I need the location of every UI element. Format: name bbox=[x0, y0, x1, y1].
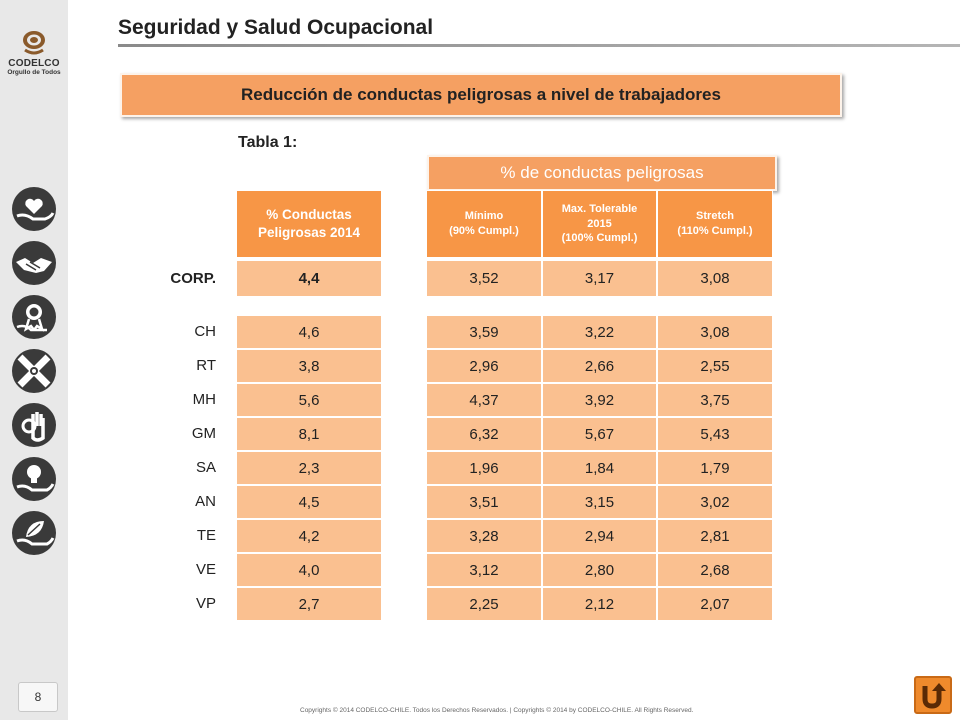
an-max-cell: 3,15 bbox=[542, 485, 657, 519]
crossed-hands-icon bbox=[12, 349, 56, 393]
table-label: Tabla 1: bbox=[238, 134, 298, 151]
header-max-line1: Max. Tolerable bbox=[561, 202, 638, 215]
gm-stretch-cell: 5,43 bbox=[657, 417, 773, 451]
header-stretch: Stretch (110% Cumpl.) bbox=[657, 190, 773, 258]
vp-stretch-cell: 2,07 bbox=[657, 587, 773, 621]
header-minimo: Mínimo (90% Cumpl.) bbox=[426, 190, 542, 258]
ve-stretch-cell: 2,68 bbox=[657, 553, 773, 587]
te-minimo-cell: 3,28 bbox=[426, 519, 542, 553]
return-arrow-icon bbox=[922, 683, 946, 709]
ve-minimo-cell: 3,12 bbox=[426, 553, 542, 587]
mh-minimo-cell: 4,37 bbox=[426, 383, 542, 417]
rt-minimo-cell: 2,96 bbox=[426, 349, 542, 383]
row-label-mh: MH bbox=[192, 391, 216, 408]
codelco-logo: CODELCO Orgullo de Todos bbox=[4, 30, 64, 76]
header-current-2014: % Conductas Peligrosas 2014 bbox=[236, 190, 382, 258]
corp-max-cell: 3,17 bbox=[542, 260, 657, 297]
row-label-an: AN bbox=[195, 493, 216, 510]
mh-max-cell: 3,92 bbox=[542, 383, 657, 417]
row-label-gm: GM bbox=[191, 425, 216, 442]
logo-slogan: Orgullo de Todos bbox=[7, 69, 61, 76]
header-max-line2: 2015 bbox=[587, 217, 612, 230]
ch-stretch-cell: 3,08 bbox=[657, 315, 773, 349]
ok-gesture-icon bbox=[12, 403, 56, 447]
ve-max-cell: 2,80 bbox=[542, 553, 657, 587]
targets-banner: % de conductas peligrosas bbox=[427, 155, 777, 191]
header-minimo-line1: Mínimo bbox=[464, 210, 504, 223]
row-label-vp: VP bbox=[195, 595, 216, 612]
codelco-emblem-icon bbox=[23, 31, 45, 55]
header-max-line3: (100% Cumpl.) bbox=[561, 232, 638, 245]
corp-current-cell: 4,4 bbox=[236, 260, 382, 297]
te-stretch-cell: 2,81 bbox=[657, 519, 773, 553]
vp-max-cell: 2,12 bbox=[542, 587, 657, 621]
sa-max-cell: 1,84 bbox=[542, 451, 657, 485]
header-stretch-line1: Stretch bbox=[696, 210, 734, 223]
logo-name: CODELCO bbox=[8, 58, 60, 69]
heart-in-hand-icon bbox=[12, 187, 56, 231]
corp-stretch-cell: 3,08 bbox=[657, 260, 773, 297]
header-minimo-line2: (90% Cumpl.) bbox=[449, 225, 519, 237]
vp-minimo-cell: 2,25 bbox=[426, 587, 542, 621]
row-label-sa: SA bbox=[195, 459, 216, 476]
an-current-cell: 4,5 bbox=[236, 485, 382, 519]
leaf-in-hand-icon bbox=[12, 511, 56, 555]
rt-max-cell: 2,66 bbox=[542, 349, 657, 383]
row-label-ch: CH bbox=[194, 323, 216, 340]
an-minimo-cell: 3,51 bbox=[426, 485, 542, 519]
sa-minimo-cell: 1,96 bbox=[426, 451, 542, 485]
sa-current-cell: 2,3 bbox=[236, 451, 382, 485]
rt-current-cell: 3,8 bbox=[236, 349, 382, 383]
row-label-ve: VE bbox=[195, 561, 216, 578]
ch-max-cell: 3,22 bbox=[542, 315, 657, 349]
an-stretch-cell: 3,02 bbox=[657, 485, 773, 519]
header-current-line1: % Conductas bbox=[266, 206, 352, 222]
mh-stretch-cell: 3,75 bbox=[657, 383, 773, 417]
section-banner: Reducción de conductas peligrosas a nive… bbox=[120, 73, 842, 117]
copyright-footer: Copyrights © 2014 CODELCO-CHILE. Todos l… bbox=[300, 707, 694, 714]
header-stretch-line2: (110% Cumpl.) bbox=[677, 225, 753, 237]
ch-current-cell: 4,6 bbox=[236, 315, 382, 349]
sa-stretch-cell: 1,79 bbox=[657, 451, 773, 485]
lightbulb-in-hand-icon bbox=[12, 457, 56, 501]
vp-current-cell: 2,7 bbox=[236, 587, 382, 621]
header-max-tolerable: Max. Tolerable 2015 (100% Cumpl.) bbox=[542, 190, 657, 258]
ch-minimo-cell: 3,59 bbox=[426, 315, 542, 349]
gm-minimo-cell: 6,32 bbox=[426, 417, 542, 451]
left-rail: CODELCO Orgullo de Todos bbox=[0, 0, 68, 720]
mh-current-cell: 5,6 bbox=[236, 383, 382, 417]
gm-max-cell: 5,67 bbox=[542, 417, 657, 451]
page-title: Seguridad y Salud Ocupacional bbox=[118, 16, 434, 39]
te-max-cell: 2,94 bbox=[542, 519, 657, 553]
corp-minimo-cell: 3,52 bbox=[426, 260, 542, 297]
gm-current-cell: 8,1 bbox=[236, 417, 382, 451]
header-current-line2: Peligrosas 2014 bbox=[257, 225, 361, 240]
medal-icon bbox=[12, 295, 56, 339]
return-button[interactable] bbox=[914, 676, 952, 714]
ve-current-cell: 4,0 bbox=[236, 553, 382, 587]
row-label-te: TE bbox=[196, 527, 216, 544]
rt-stretch-cell: 2,55 bbox=[657, 349, 773, 383]
te-current-cell: 4,2 bbox=[236, 519, 382, 553]
title-divider bbox=[118, 44, 960, 47]
corp-row-label: CORP. bbox=[170, 270, 216, 287]
page-number: 8 bbox=[18, 682, 58, 712]
row-label-rt: RT bbox=[196, 357, 216, 374]
handshake-icon bbox=[12, 241, 56, 285]
